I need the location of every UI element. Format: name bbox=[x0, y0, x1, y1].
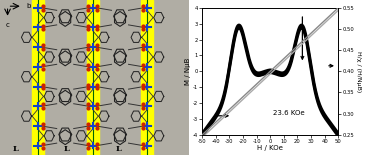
Y-axis label: H/χ / (H/NμB): H/χ / (H/NμB) bbox=[356, 51, 361, 92]
Text: 23.6 KOe: 23.6 KOe bbox=[273, 110, 305, 116]
Bar bbox=[87, 0, 99, 155]
Text: b: b bbox=[26, 3, 31, 9]
Text: L: L bbox=[63, 145, 69, 153]
X-axis label: H / KOe: H / KOe bbox=[257, 145, 283, 151]
Text: L: L bbox=[12, 145, 18, 153]
Bar bbox=[141, 0, 153, 155]
Text: L: L bbox=[116, 145, 122, 153]
Y-axis label: M / NμB: M / NμB bbox=[186, 58, 191, 85]
Text: c: c bbox=[6, 22, 9, 28]
Bar bbox=[32, 0, 44, 155]
